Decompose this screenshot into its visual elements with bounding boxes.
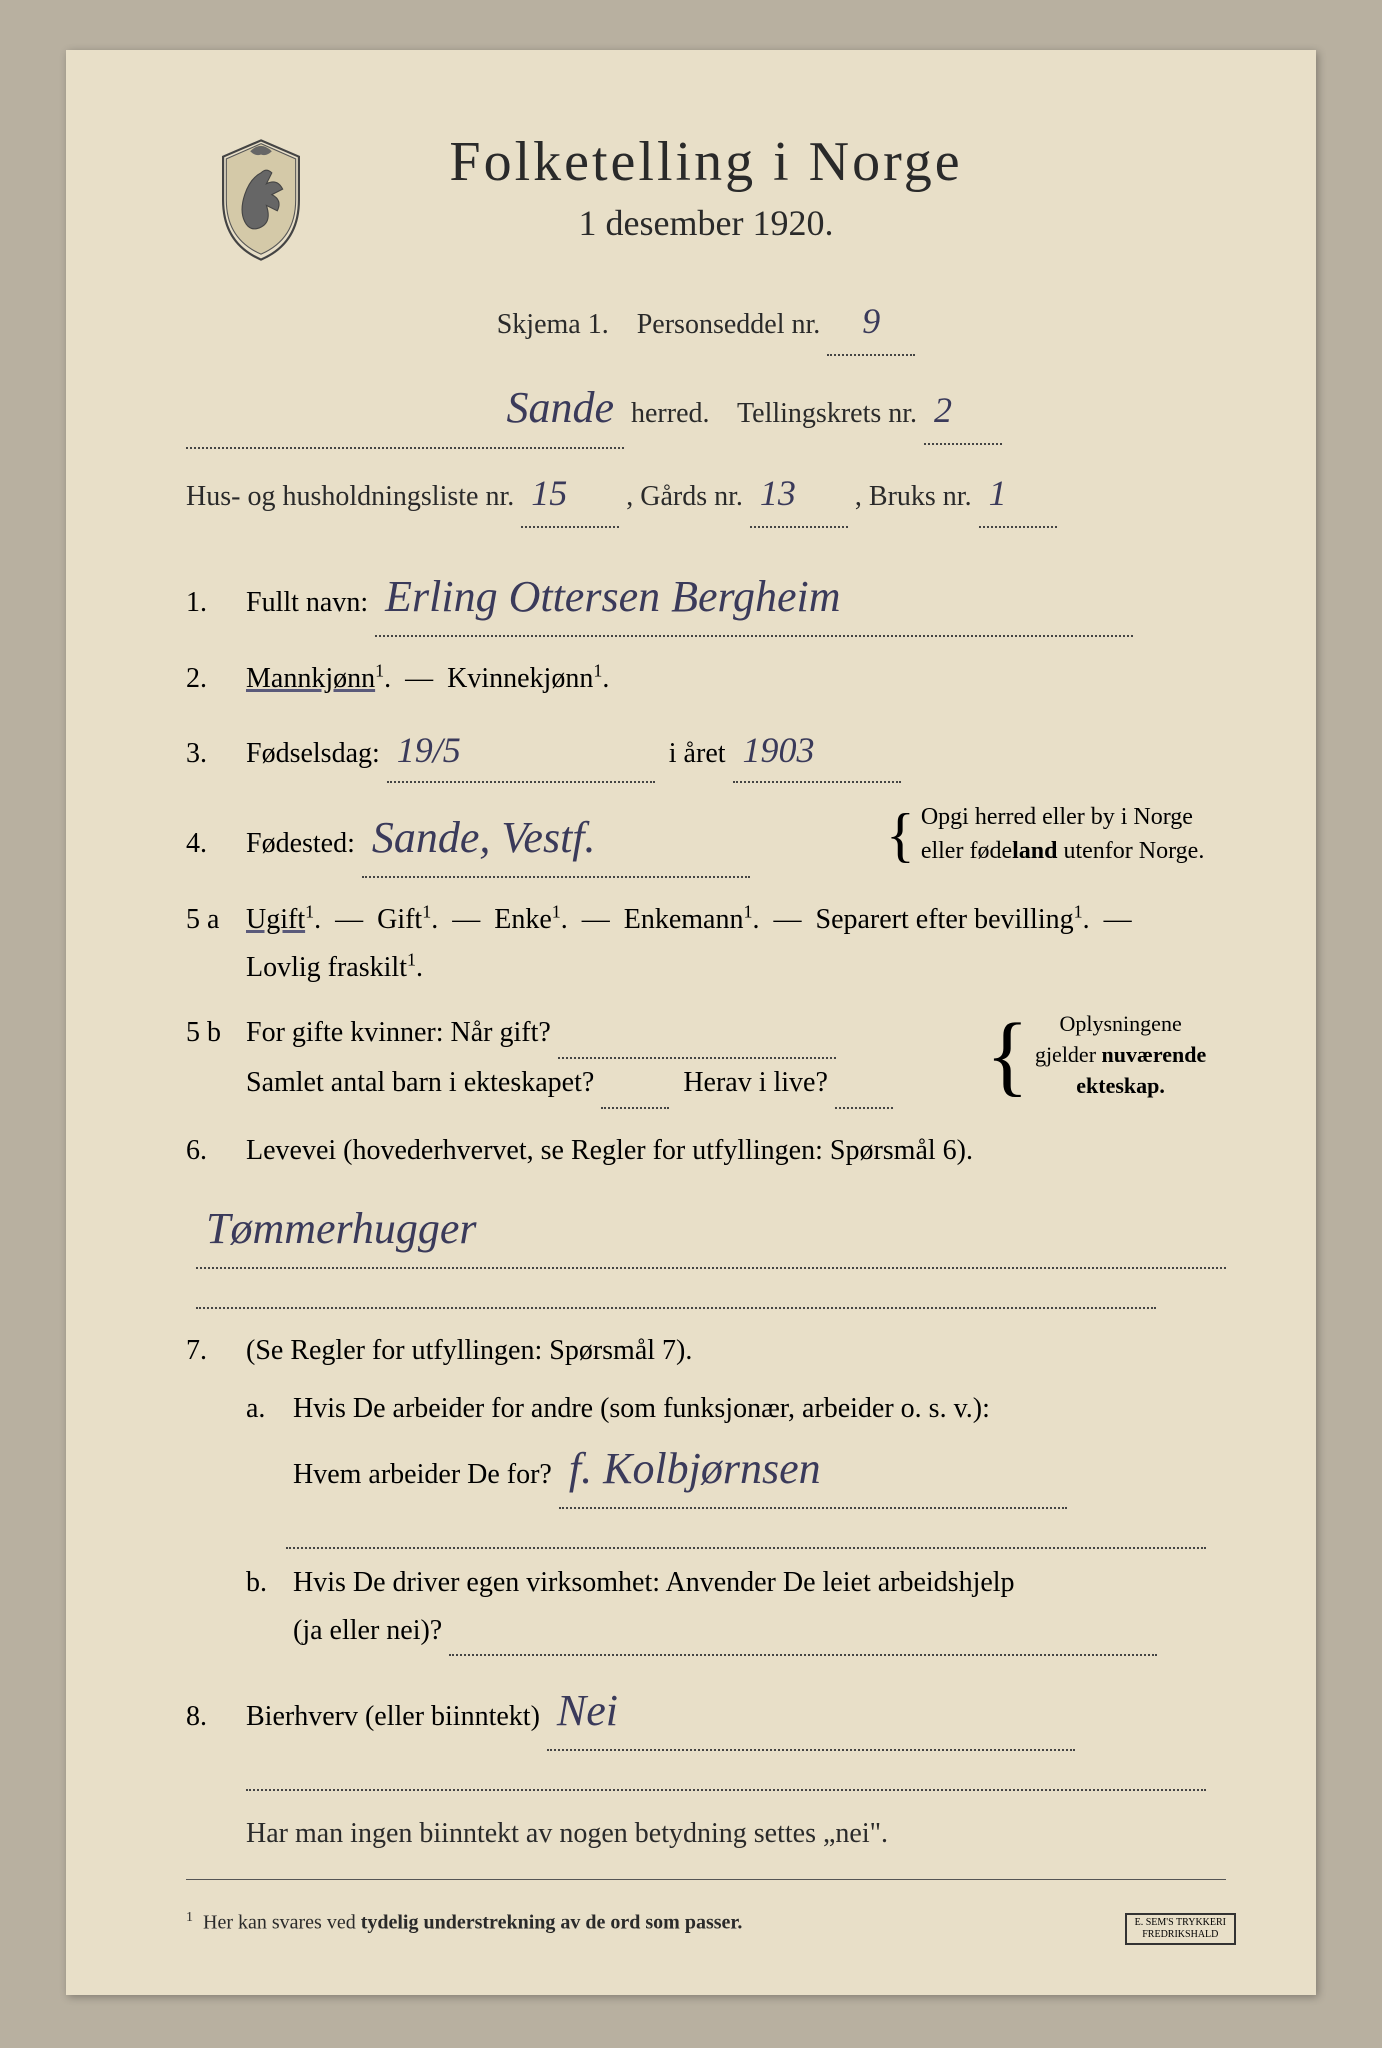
q6-row: 6. Levevei (hovederhvervet, se Regler fo… (186, 1127, 1226, 1175)
q6-label: Levevei (hovederhvervet, se Regler for u… (246, 1135, 973, 1166)
q4-note2: eller fødeland utenfor Norge. (921, 838, 1205, 864)
printer-stamp: E. SEM'S TRYKKERI FREDRIKSHALD (1125, 1913, 1236, 1945)
personseddel-label: Personseddel nr. (637, 309, 821, 340)
q7-row: 7. (Se Regler for utfyllingen: Spørsmål … (186, 1327, 1226, 1656)
q3-year-label: i året (669, 738, 726, 769)
q7a-label2: Hvem arbeider De for? (293, 1459, 552, 1490)
q5b-label1: For gifte kvinner: Når gift? (246, 1017, 551, 1048)
q5a-enke: Enke (494, 904, 552, 935)
q3-number: 3. (186, 738, 246, 770)
hus-line: Hus- og husholdningsliste nr. 15 , Gårds… (186, 461, 1226, 528)
q5b-number: 5 b (186, 1017, 246, 1049)
coat-of-arms-icon (206, 135, 316, 265)
stamp-line1: E. SEM'S TRYKKERI (1135, 1917, 1226, 1928)
skjema-label: Skjema 1. (497, 309, 609, 340)
q2-kvinne: Kvinnekjønn (447, 663, 593, 694)
q8-number: 8. (186, 1701, 246, 1733)
q5a-number: 5 a (186, 904, 246, 936)
q3-year: 1903 (737, 730, 821, 770)
tellingskrets-value: 2 (928, 390, 958, 430)
blank-line (286, 1515, 1206, 1549)
q2-number: 2. (186, 663, 246, 695)
q7-number: 7. (186, 1335, 246, 1367)
census-form-page: Folketelling i Norge 1 desember 1920. Sk… (66, 50, 1316, 1995)
blank-line (246, 1757, 1206, 1791)
q5a-separert: Separert efter bevilling (816, 904, 1074, 935)
q6-value: Tømmerhugger (200, 1204, 483, 1253)
q2-row: 2. Mannkjønn1. — Kvinnekjønn1. (186, 655, 1226, 703)
q5a-row: 5 a Ugift1. — Gift1. — Enke1. — Enkemann… (186, 896, 1226, 991)
q7a-value: f. Kolbjørnsen (563, 1444, 827, 1493)
q8-row: 8. Bierhverv (eller biinntekt) Nei (186, 1674, 1226, 1791)
q7-label: (Se Regler for utfyllingen: Spørsmål 7). (246, 1335, 692, 1366)
personseddel-value: 9 (856, 301, 886, 341)
bruks-value: 1 (983, 473, 1013, 513)
q4-row: 4. Fødested: Sande, Vestf. { Opgi herred… (186, 801, 1226, 878)
q3-day: 19/5 (391, 730, 467, 770)
q5b-note3: ekteskap. (1076, 1073, 1165, 1098)
q3-label: Fødselsdag: (246, 738, 380, 769)
q8-label: Bierhverv (eller biinntekt) (246, 1701, 540, 1732)
footer-note: Har man ingen biinntekt av nogen betydni… (246, 1809, 1226, 1859)
form-subtitle: 1 desember 1920. (186, 202, 1226, 244)
q5b-label3: Herav i live? (683, 1067, 828, 1098)
q1-number: 1. (186, 587, 246, 619)
q7a-label1: Hvis De arbeider for andre (som funksjon… (293, 1393, 990, 1424)
q4-value: Sande, Vestf. (366, 813, 602, 862)
q5b-note1: Oplysningene (1060, 1011, 1182, 1036)
q7b-letter: b. (246, 1559, 286, 1607)
q5a-gift: Gift (377, 904, 422, 935)
stamp-line2: FREDRIKSHALD (1142, 1929, 1218, 1940)
q5a-fraskilt: Lovlig fraskilt (246, 952, 407, 983)
q4-label: Fødested: (246, 828, 355, 859)
q6-number: 6. (186, 1135, 246, 1167)
q5a-enkemann: Enkemann (624, 904, 744, 935)
q4-number: 4. (186, 828, 246, 860)
herred-label: herred. (631, 398, 710, 429)
q8-value: Nei (551, 1686, 624, 1735)
tellingskrets-label: Tellingskrets nr. (737, 398, 917, 429)
q7a-letter: a. (246, 1385, 286, 1433)
q1-row: 1. Fullt navn: Erling Ottersen Bergheim (186, 560, 1226, 637)
bruks-label: , Bruks nr. (855, 481, 972, 512)
q7b-label1: Hvis De driver egen virksomhet: Anvender… (293, 1567, 1015, 1598)
q4-note1: Opgi herred eller by i Norge (921, 804, 1193, 830)
hus-value: 15 (525, 473, 573, 513)
q5b-row: 5 b For gifte kvinner: Når gift? Samlet … (186, 1009, 1226, 1108)
gaards-label: , Gårds nr. (626, 481, 743, 512)
footnote: 1 Her kan svares ved tydelig understrekn… (186, 1910, 1226, 1935)
q3-row: 3. Fødselsdag: 19/5 i året 1903 (186, 720, 1226, 783)
q1-value: Erling Ottersen Bergheim (379, 572, 846, 621)
herred-value: Sande (500, 383, 620, 432)
q1-label: Fullt navn: (246, 587, 368, 618)
hus-label: Hus- og husholdningsliste nr. (186, 481, 514, 512)
herred-line: Sande herred. Tellingskrets nr. 2 (186, 368, 1226, 449)
skjema-line: Skjema 1. Personseddel nr. 9 (186, 289, 1226, 356)
q7b-label2: (ja eller nei)? (293, 1615, 442, 1646)
separator (186, 1879, 1226, 1880)
gaards-value: 13 (754, 473, 802, 513)
form-title: Folketelling i Norge (186, 130, 1226, 194)
blank-line (196, 1275, 1156, 1309)
q2-mann: Mannkjønn (246, 663, 375, 694)
q5b-note2: gjelder nuværende (1035, 1042, 1206, 1067)
q5a-ugift: Ugift (246, 904, 305, 935)
q5b-label2: Samlet antal barn i ekteskapet? (246, 1067, 594, 1098)
